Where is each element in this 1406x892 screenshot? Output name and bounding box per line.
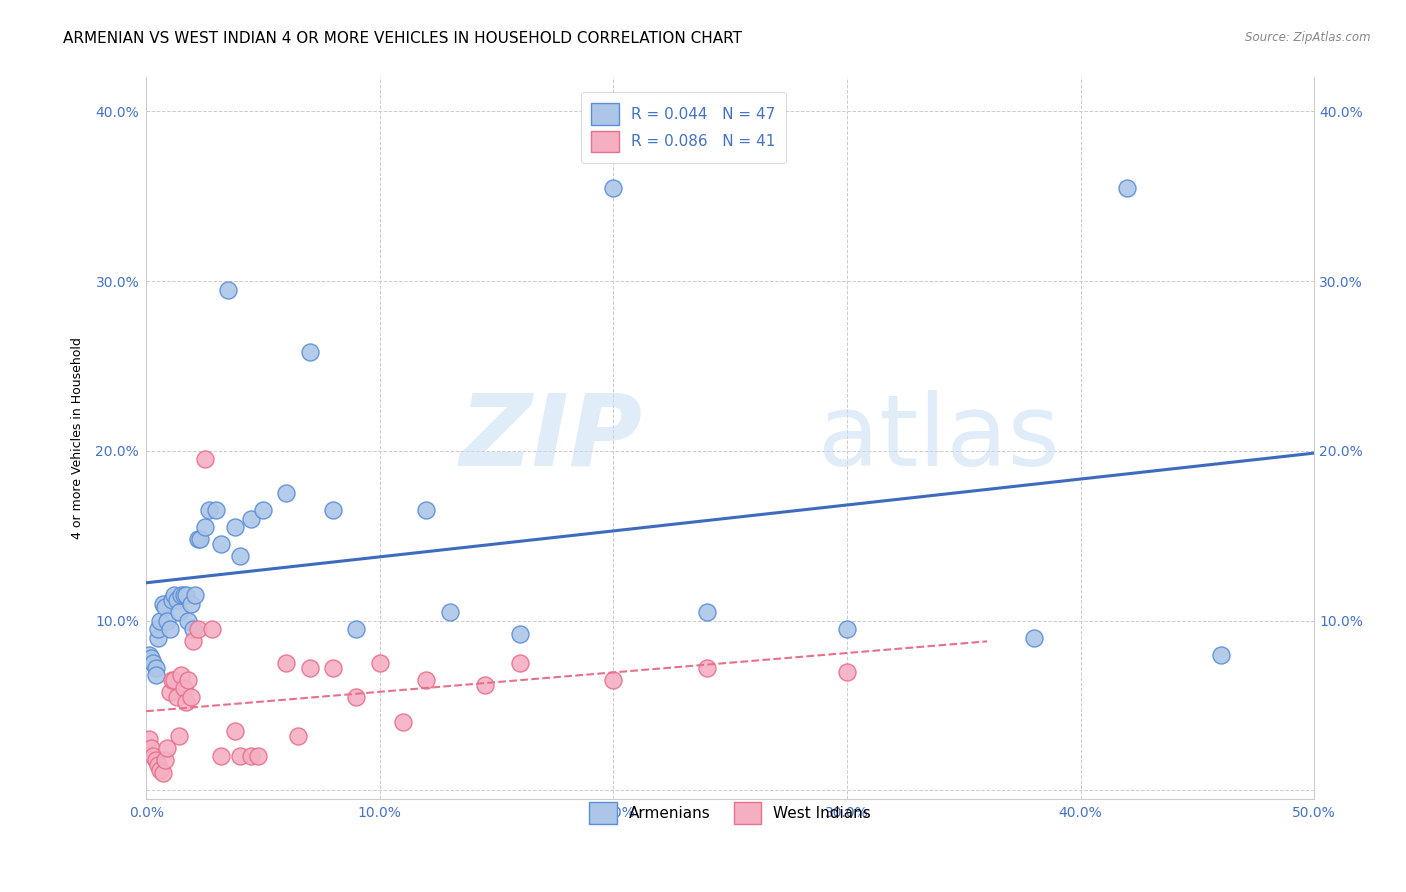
Point [145,668,167,682]
Point [392,715,415,730]
Point [181,622,204,636]
Point [139,740,162,755]
Point [184,588,207,602]
Point [415,503,437,517]
Point [173,588,195,602]
Point [439,605,461,619]
Point [163,673,186,687]
Point [224,520,246,534]
Point [170,588,193,602]
Point [188,532,211,546]
Point [252,503,274,517]
Point [240,512,263,526]
Point [160,673,183,687]
Point [298,661,321,675]
Point [174,588,197,602]
Point [602,673,624,687]
Point [198,503,221,517]
Point [149,763,172,777]
Text: ZIP: ZIP [460,390,643,487]
Text: atlas: atlas [818,390,1059,487]
Point [153,600,176,615]
Point [152,766,174,780]
Point [509,656,531,670]
Point [696,661,718,675]
Point [224,723,246,738]
Point [187,532,209,546]
Point [181,634,204,648]
Point [247,749,270,764]
Point [322,661,344,675]
Point [1209,648,1232,662]
Point [163,588,186,602]
Point [696,605,718,619]
Point [240,749,263,764]
Point [200,622,222,636]
Point [146,757,169,772]
Point [177,673,200,687]
Point [193,520,215,534]
Point [166,593,188,607]
Point [187,622,209,636]
Point [368,656,391,670]
Point [509,627,531,641]
Point [1022,631,1045,645]
Y-axis label: 4 or more Vehicles in Household: 4 or more Vehicles in Household [72,337,84,539]
Point [209,537,232,551]
Point [145,661,167,675]
Point [138,648,160,662]
Point [146,631,169,645]
Point [180,690,202,704]
Point [415,673,437,687]
Point [167,605,190,619]
Point [602,181,624,195]
Point [138,732,160,747]
Point [159,685,181,699]
Point [145,753,167,767]
Point [153,753,176,767]
Legend: Armenians, West Indians: Armenians, West Indians [578,791,882,835]
Point [166,690,188,704]
Point [287,729,309,743]
Point [228,749,250,764]
Point [474,678,496,692]
Point [344,622,367,636]
Point [174,695,197,709]
Text: ARMENIAN VS WEST INDIAN 4 OR MORE VEHICLES IN HOUSEHOLD CORRELATION CHART: ARMENIAN VS WEST INDIAN 4 OR MORE VEHICL… [63,31,742,46]
Point [156,614,179,628]
Point [298,345,321,359]
Point [160,593,183,607]
Point [228,549,250,563]
Point [170,668,193,682]
Point [146,622,169,636]
Point [142,656,165,670]
Point [156,740,179,755]
Point [276,656,298,670]
Point [177,614,200,628]
Point [209,749,232,764]
Point [1116,181,1139,195]
Text: Source: ZipAtlas.com: Source: ZipAtlas.com [1246,31,1371,45]
Point [142,749,165,764]
Point [193,452,215,467]
Point [159,622,181,636]
Point [217,283,239,297]
Point [173,681,195,696]
Point [152,597,174,611]
Point [835,622,858,636]
Point [180,597,202,611]
Point [149,614,172,628]
Point [835,665,858,679]
Point [322,503,344,517]
Point [167,729,190,743]
Point [276,486,298,500]
Point [139,651,162,665]
Point [205,503,228,517]
Point [344,690,367,704]
